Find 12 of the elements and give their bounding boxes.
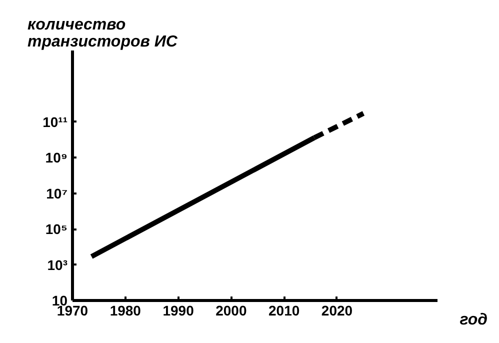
x-tick-label: 1990	[162, 302, 194, 318]
x-tick-label: 1980	[110, 302, 142, 318]
x-tick-label: 2000	[216, 302, 247, 318]
x-axis-title: год	[460, 312, 488, 328]
y-tick-label: 10¹¹	[42, 114, 68, 130]
x-tick-label: 2020	[321, 302, 353, 318]
y-tick-label: 10³	[47, 256, 68, 273]
x-tick-label: 2010	[268, 302, 300, 318]
y-axis-title: количество транзисторов ИС	[28, 16, 178, 50]
y-tick-label: 10⁵	[45, 221, 68, 238]
y-tick-label: 10⁷	[46, 185, 68, 202]
y-tick-label: 10⁹	[45, 150, 68, 166]
